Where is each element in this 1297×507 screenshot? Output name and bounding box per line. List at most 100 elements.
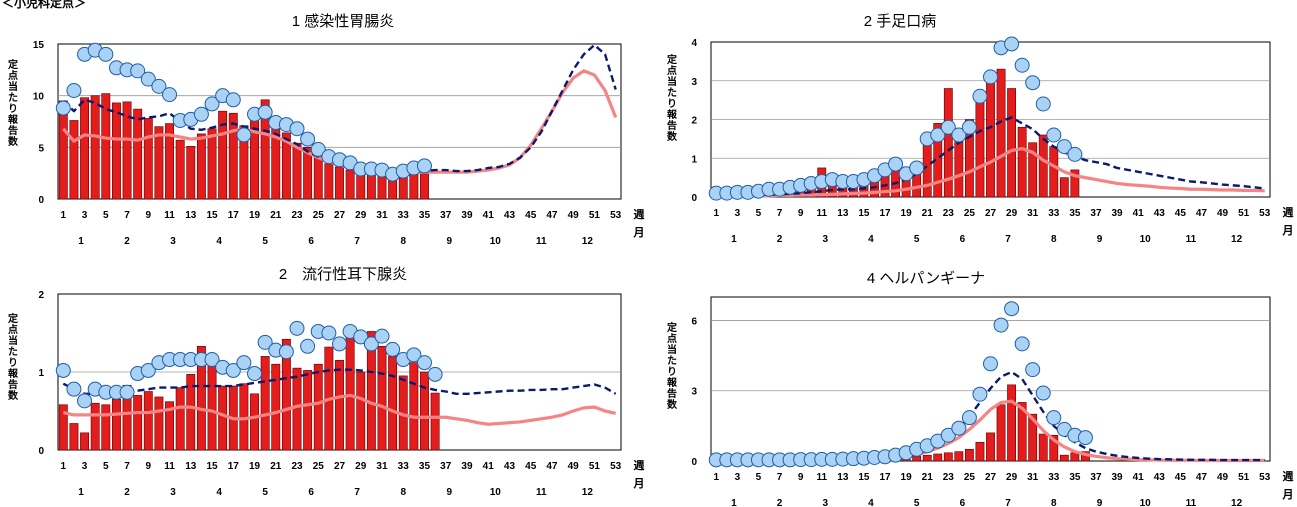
y-tick-label: 3 xyxy=(691,77,697,88)
month-label: 8 xyxy=(1051,234,1057,245)
bar xyxy=(90,95,100,200)
scatter-point xyxy=(930,127,946,143)
x-tick-label: 9 xyxy=(146,210,152,221)
x-tick-label: 39 xyxy=(461,461,473,472)
month-label: 6 xyxy=(960,498,966,507)
y-tick-label: 0 xyxy=(38,446,44,457)
x-tick-label: 23 xyxy=(943,472,955,483)
month-label: 10 xyxy=(490,487,502,498)
x-tick-label: 45 xyxy=(525,210,537,221)
month-label: 12 xyxy=(582,236,594,247)
bar xyxy=(313,363,323,451)
x-tick-label: 23 xyxy=(943,208,955,219)
x-tick-label: 33 xyxy=(1048,472,1060,483)
x-tick-label: 47 xyxy=(1196,208,1208,219)
x-tick-label: 1 xyxy=(713,208,719,219)
month-label: 4 xyxy=(216,236,222,247)
y-tick-label: 0 xyxy=(38,195,44,206)
scatter-point xyxy=(1046,410,1062,426)
x-tick-label: 23 xyxy=(291,461,303,472)
x-tick-label: 35 xyxy=(419,210,431,221)
y-tick-label: 2 xyxy=(38,290,44,301)
y-axis-label-char: 当 xyxy=(667,75,677,88)
month-label-unit: 月 xyxy=(633,477,645,490)
scatter-point xyxy=(193,106,209,122)
x-tick-label: 5 xyxy=(103,461,109,472)
y-axis-label-char: 数 xyxy=(667,398,678,411)
chart-title: 4 ヘルパンギーナ xyxy=(867,270,985,287)
x-tick-label: 39 xyxy=(1112,208,1124,219)
bar xyxy=(186,146,196,200)
x-tick-label: 27 xyxy=(985,208,997,219)
month-label: 7 xyxy=(1005,234,1011,245)
month-label: 7 xyxy=(354,487,360,498)
bar xyxy=(975,441,985,462)
scatter-point xyxy=(310,141,326,157)
x-tick-label: 29 xyxy=(355,461,367,472)
month-label: 8 xyxy=(400,487,406,498)
bar xyxy=(996,404,1006,462)
scatter-point xyxy=(909,160,925,176)
bar xyxy=(292,142,302,200)
x-tick-label: 29 xyxy=(355,210,367,221)
scatter-point xyxy=(332,336,347,352)
scatter-point xyxy=(416,158,432,174)
scatter-point xyxy=(236,127,252,143)
month-label: 5 xyxy=(262,487,268,498)
month-label: 10 xyxy=(1140,234,1152,245)
bar xyxy=(281,132,291,200)
scatter-point xyxy=(1035,96,1051,112)
bar xyxy=(69,423,79,451)
y-tick-label: 0 xyxy=(691,457,697,468)
bar xyxy=(1017,402,1027,462)
bar xyxy=(1049,434,1059,462)
x-tick-label: 7 xyxy=(777,472,783,483)
bar xyxy=(366,331,376,451)
y-axis-label-char: 報 xyxy=(667,376,678,389)
x-tick-label: 7 xyxy=(777,208,783,219)
bar xyxy=(943,88,953,198)
x-tick-label: 33 xyxy=(398,461,410,472)
month-label: 5 xyxy=(262,236,268,247)
x-tick-label: 5 xyxy=(103,210,109,221)
month-label: 3 xyxy=(170,487,176,498)
month-label: 6 xyxy=(960,234,966,245)
x-tick-label: 21 xyxy=(270,210,282,221)
month-label-unit: 月 xyxy=(1282,488,1294,501)
month-label: 11 xyxy=(536,487,547,498)
scatter-point xyxy=(204,352,220,368)
scatter-point xyxy=(1025,362,1041,378)
x-tick-label: 17 xyxy=(879,472,891,483)
x-tick-label: 1 xyxy=(61,210,67,221)
bar xyxy=(409,362,419,451)
month-label: 8 xyxy=(1051,498,1057,507)
x-tick-label: 35 xyxy=(1069,208,1081,219)
x-tick-label: 19 xyxy=(901,208,913,219)
x-tick-label: 51 xyxy=(1238,472,1250,483)
y-axis-label-char: た xyxy=(8,346,18,358)
month-label: 8 xyxy=(400,236,406,247)
bar xyxy=(196,133,206,200)
y-axis-label-char: 数 xyxy=(667,130,678,143)
bar xyxy=(271,363,281,451)
bar xyxy=(207,359,217,451)
bar xyxy=(218,385,228,451)
scatter-point xyxy=(940,119,956,135)
scatter-point xyxy=(1004,36,1020,52)
y-tick-label: 10 xyxy=(33,92,45,103)
bar xyxy=(377,345,387,451)
x-tick-label: 5 xyxy=(756,472,762,483)
bar xyxy=(154,396,164,451)
scatter-point xyxy=(374,328,390,344)
bar xyxy=(133,395,143,451)
month-label: 1 xyxy=(731,234,737,245)
x-tick-label: 47 xyxy=(546,210,558,221)
y-axis-label-char: 当 xyxy=(667,343,677,356)
bar xyxy=(1017,126,1027,198)
x-tick-label: 19 xyxy=(249,461,261,472)
x-tick-label: 15 xyxy=(206,461,218,472)
bar xyxy=(430,392,440,451)
month-label: 10 xyxy=(490,236,502,247)
